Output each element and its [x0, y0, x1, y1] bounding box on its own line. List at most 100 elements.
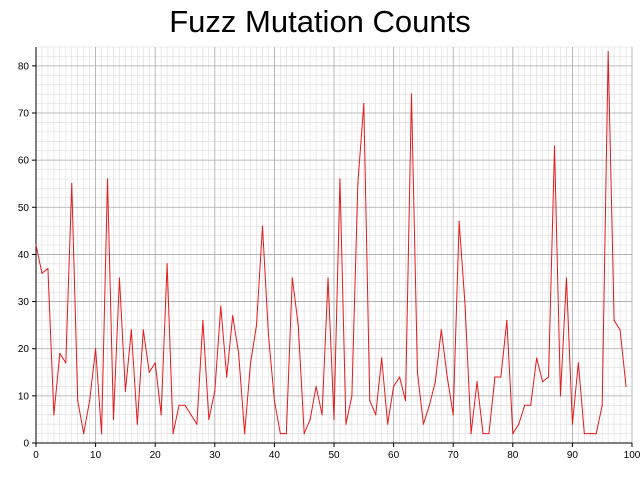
x-tick-label: 30 — [209, 450, 221, 461]
data-point — [536, 357, 538, 359]
data-point — [65, 362, 67, 364]
data-point — [381, 357, 383, 359]
data-point — [452, 414, 454, 416]
data-point — [339, 178, 341, 180]
data-point — [327, 277, 329, 279]
y-tick-label: 40 — [18, 250, 30, 261]
y-tick-label: 0 — [23, 439, 29, 450]
data-point — [100, 432, 103, 435]
data-point — [542, 381, 544, 383]
data-point — [470, 432, 472, 435]
data-point — [303, 432, 305, 435]
data-point — [524, 404, 526, 406]
y-tick-label: 50 — [18, 203, 30, 214]
data-point — [178, 404, 180, 406]
data-point — [363, 102, 365, 105]
data-point — [285, 432, 287, 435]
data-point — [607, 51, 609, 53]
y-tick-label: 20 — [18, 344, 30, 355]
data-point — [255, 324, 258, 326]
data-point — [249, 362, 252, 364]
data-point — [208, 418, 210, 421]
data-point — [148, 371, 150, 373]
data-point — [154, 362, 156, 364]
data-point — [416, 371, 419, 373]
data-point — [83, 432, 85, 435]
data-point — [273, 399, 275, 402]
data-point — [41, 272, 43, 274]
data-point — [345, 423, 347, 425]
data-point — [387, 423, 389, 425]
data-point — [601, 404, 603, 406]
chart-title: Fuzz Mutation Counts — [169, 4, 471, 39]
data-point — [512, 432, 514, 435]
data-point — [71, 183, 73, 185]
data-point — [506, 319, 508, 322]
x-tick-label: 10 — [90, 450, 102, 461]
data-point — [488, 432, 490, 435]
data-point — [297, 324, 299, 326]
data-point — [261, 225, 264, 227]
data-point — [291, 277, 293, 279]
data-point — [172, 432, 174, 435]
data-point — [434, 381, 436, 383]
data-point — [95, 348, 97, 350]
data-point — [59, 352, 61, 355]
data-point — [309, 418, 311, 421]
data-point — [476, 381, 478, 383]
data-point — [458, 220, 460, 223]
data-point — [613, 319, 615, 322]
data-point — [89, 399, 91, 402]
data-point — [583, 432, 585, 435]
data-point — [190, 414, 192, 416]
data-point — [118, 277, 121, 279]
data-point — [333, 418, 335, 421]
data-point — [112, 418, 115, 421]
data-point — [160, 414, 162, 416]
series-line-0 — [35, 51, 627, 435]
data-point — [47, 267, 49, 270]
data-point — [619, 329, 621, 331]
data-point — [446, 376, 448, 378]
data-point — [202, 319, 204, 322]
data-point — [393, 385, 395, 388]
data-point — [589, 432, 591, 435]
data-point — [321, 414, 323, 416]
data-point — [440, 329, 442, 331]
y-tick-label: 70 — [18, 109, 30, 120]
data-point — [482, 432, 484, 435]
data-point — [398, 376, 401, 378]
data-point — [518, 423, 520, 425]
data-point — [142, 329, 144, 331]
tick-marks: 0 10 20 30 40 50 60 70 80 90 100 0 10 20 30 40 50 60 70 80 — [18, 61, 640, 461]
data-point — [530, 404, 532, 406]
data-point — [166, 263, 168, 265]
data-point — [357, 183, 359, 185]
y-tick-label: 10 — [18, 391, 30, 402]
data-point — [226, 376, 228, 378]
x-tick-label: 80 — [507, 450, 519, 461]
data-point — [553, 145, 556, 147]
x-tick-label: 0 — [33, 450, 39, 461]
data-point — [464, 305, 466, 307]
data-point — [369, 399, 371, 402]
data-point — [279, 432, 281, 435]
y-tick-label: 80 — [18, 61, 30, 72]
data-point — [214, 390, 216, 392]
y-tick-label: 30 — [18, 297, 30, 308]
data-point — [77, 399, 79, 402]
data-point — [130, 329, 132, 331]
data-point — [410, 93, 413, 95]
x-tick-label: 20 — [150, 450, 162, 461]
x-tick-label: 70 — [448, 450, 460, 461]
data-point — [375, 414, 377, 416]
data-point — [136, 423, 138, 425]
data-point — [571, 423, 574, 425]
data-point — [547, 376, 550, 378]
x-tick-label: 50 — [328, 450, 340, 461]
data-point — [404, 399, 407, 402]
data-point — [422, 423, 424, 425]
data-point — [124, 390, 126, 392]
data-point — [238, 352, 240, 355]
